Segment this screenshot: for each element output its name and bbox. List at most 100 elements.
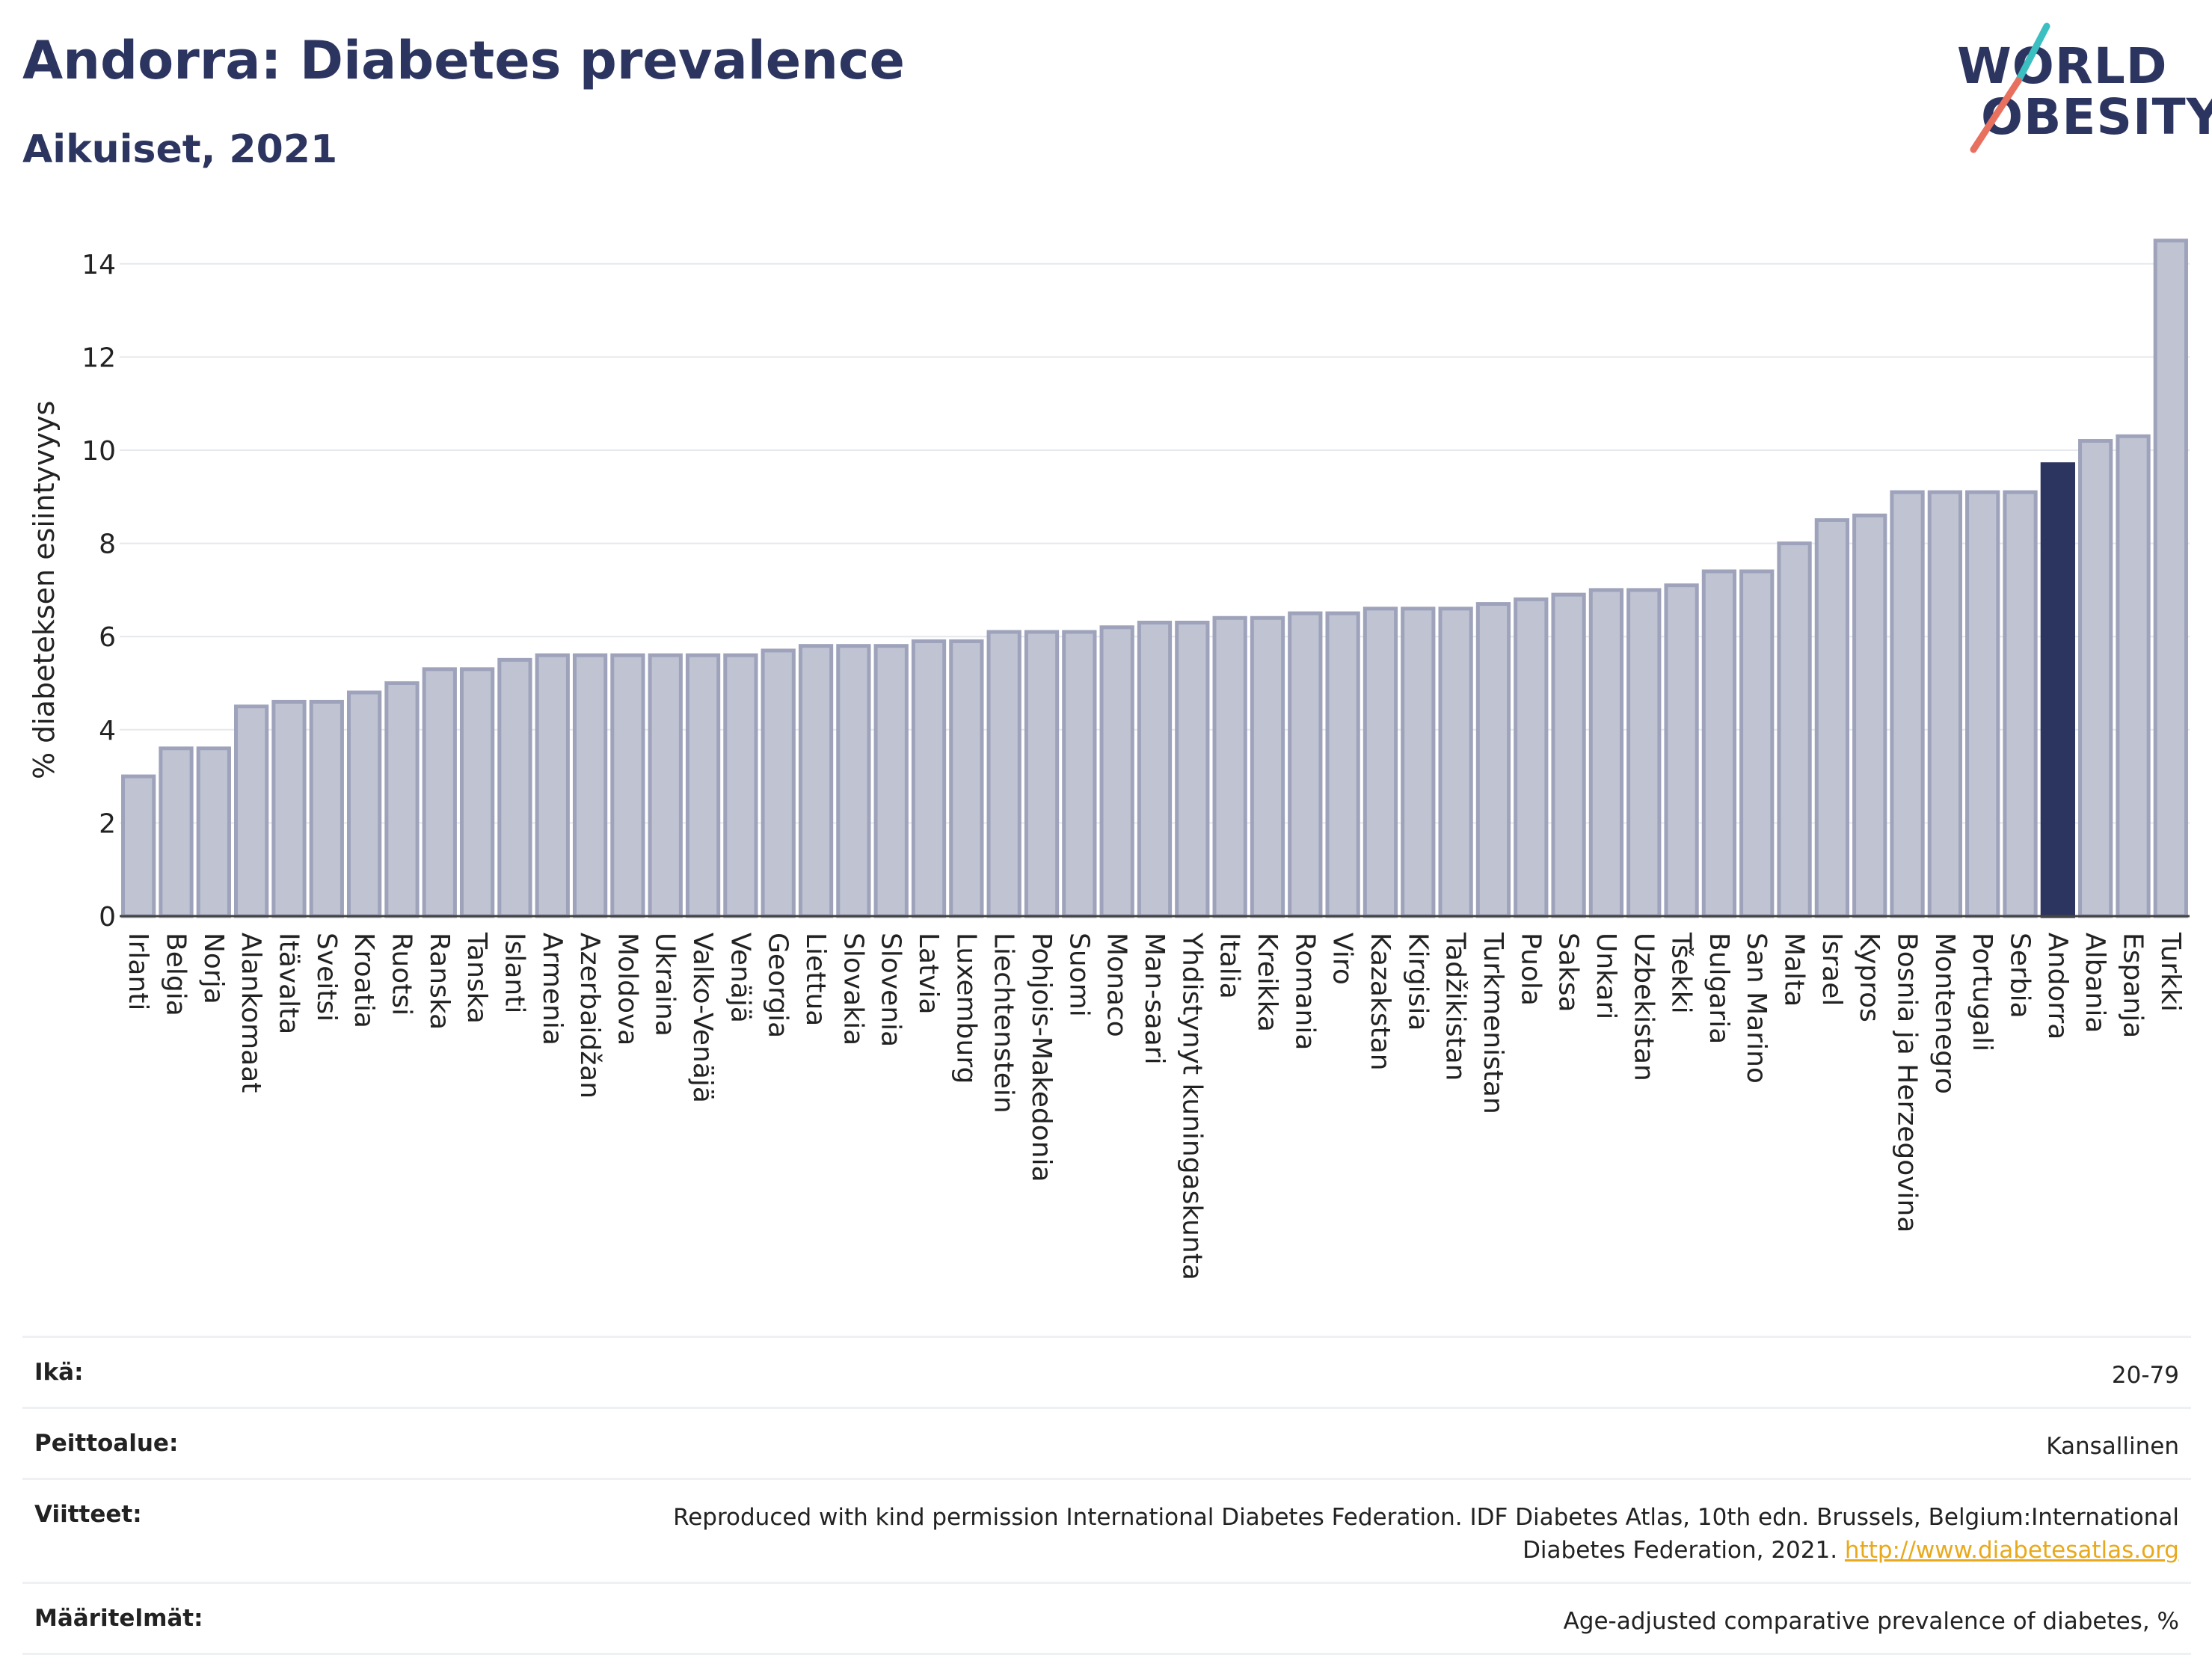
x-tick-label: Serbia	[2005, 933, 2036, 1019]
y-tick-label: 12	[82, 343, 116, 373]
info-table: Ikä: 20-79 Peittoalue: Kansallinen Viitt…	[22, 1336, 2191, 1655]
x-tick-label: Bulgaria	[1703, 933, 1734, 1044]
page-subtitle: Aikuiset, 2021	[22, 127, 338, 172]
x-tick-label: Monaco	[1102, 933, 1132, 1037]
bar-montenegro[interactable]	[1927, 490, 1963, 918]
bar-espanja[interactable]	[2116, 434, 2151, 918]
x-tick-label: Ranska	[424, 933, 455, 1030]
bar-irlanti[interactable]	[121, 774, 156, 918]
logo-slash-icon	[1970, 22, 2050, 153]
bar-alankomaat[interactable]	[234, 704, 269, 918]
bar-venäjä[interactable]	[723, 653, 758, 918]
bar-islanti[interactable]	[497, 657, 532, 918]
x-tick-label: Georgia	[763, 933, 793, 1038]
x-tick-label: Kreikka	[1252, 933, 1282, 1032]
info-value-age: 20-79	[2111, 1362, 2179, 1389]
x-tick-label: Turkmenistan	[1478, 932, 1508, 1114]
bar-valko-venäjä[interactable]	[685, 653, 721, 918]
bar-georgia[interactable]	[761, 648, 796, 918]
bar-kypros[interactable]	[1852, 513, 1887, 918]
x-tick-label: Italia	[1214, 933, 1245, 999]
info-row-age: Ikä: 20-79	[22, 1336, 2191, 1407]
bar-uzbekistan[interactable]	[1626, 588, 1662, 918]
bar-chart: 0 2 4 6 8 10 12 14 Irlanti Belgia Norja Alankomaat…	[28, 239, 2190, 1280]
x-tick-label: Espanja	[2118, 933, 2148, 1038]
bar-ruotsi[interactable]	[384, 681, 420, 918]
bar-suomi[interactable]	[1062, 630, 1097, 918]
x-tick-label: Itävalta	[273, 933, 304, 1034]
x-tick-label: Kazakstan	[1365, 933, 1395, 1071]
bar-latvia[interactable]	[911, 639, 947, 918]
bar-kreikka[interactable]	[1250, 615, 1285, 918]
bar-romania[interactable]	[1288, 611, 1323, 918]
bar-ranska[interactable]	[422, 667, 457, 918]
x-tick-label: Suomi	[1063, 933, 1094, 1017]
bar-portugali[interactable]	[1965, 490, 2000, 918]
x-tick-label: Yhdistynyt kuningaskunta	[1176, 932, 1207, 1280]
x-tick-label: Irlanti	[123, 933, 153, 1010]
x-tick-label: Norja	[198, 933, 229, 1004]
bar-turkmenistan[interactable]	[1475, 602, 1511, 918]
bar-saksa[interactable]	[1551, 592, 1586, 918]
bar-azerbaidžan[interactable]	[572, 653, 608, 918]
y-axis-label: % diabeteksen esiintyvyys	[28, 401, 61, 779]
world-obesity-logo[interactable]: WORLD OBESITY	[1948, 22, 2212, 157]
x-tick-label: Latvia	[913, 933, 944, 1015]
y-tick-label: 0	[99, 902, 116, 933]
info-row-coverage: Peittoalue: Kansallinen	[22, 1407, 2191, 1478]
x-tick-label: Romania	[1289, 933, 1320, 1050]
bar-albania[interactable]	[2078, 439, 2113, 918]
bar-kirgisia[interactable]	[1401, 607, 1436, 918]
info-row-references: Viitteet: Reproduced with kind permissio…	[22, 1478, 2191, 1582]
bar-kazakstan[interactable]	[1362, 607, 1398, 918]
x-tick-label: Sveitsi	[311, 933, 342, 1022]
bar-pohjois-makedonia[interactable]	[1024, 630, 1060, 918]
page-title: Andorra: Diabetes prevalence	[22, 30, 905, 91]
bar-tadžikistan[interactable]	[1438, 607, 1473, 918]
bar-bosnia-ja-herzegovina[interactable]	[1890, 490, 1925, 918]
x-tick-label: Bosnia ja Herzegovina	[1892, 933, 1923, 1232]
y-tick-label: 6	[99, 622, 116, 653]
bar-bulgaria[interactable]	[1701, 569, 1737, 918]
x-tick-label: Tšekki	[1666, 932, 1697, 1014]
bar-luxemburg[interactable]	[949, 639, 984, 918]
bar-italia[interactable]	[1212, 615, 1247, 918]
bar-ukraina[interactable]	[648, 653, 683, 918]
diabetes-atlas-link[interactable]: http://www.diabetesatlas.org	[1844, 1537, 2179, 1564]
bar-itävalta[interactable]	[271, 699, 307, 918]
bar-sveitsi[interactable]	[309, 699, 344, 918]
x-tick-label: Malta	[1779, 933, 1810, 1007]
bar-liettua[interactable]	[798, 644, 834, 918]
y-tick-label: 14	[82, 250, 116, 280]
y-axis-ticks: 0 2 4 6 8 10 12 14	[82, 250, 116, 933]
x-tick-label: Moldova	[612, 933, 642, 1045]
bar-liechtenstein[interactable]	[986, 630, 1021, 918]
x-tick-label: Puola	[1515, 933, 1546, 1006]
bar-viro[interactable]	[1325, 611, 1360, 918]
bar-malta[interactable]	[1777, 541, 1812, 918]
bar-israel[interactable]	[1814, 518, 1850, 918]
bar-serbia[interactable]	[2003, 490, 2038, 918]
bar-belgia[interactable]	[159, 746, 194, 918]
bar-unkari[interactable]	[1588, 588, 1624, 918]
bar-yhdistynyt-kuningaskunta[interactable]	[1175, 621, 1210, 918]
bar-turkki[interactable]	[2153, 239, 2188, 918]
x-tick-label: Liettua	[800, 933, 831, 1026]
bar-moldova[interactable]	[610, 653, 645, 918]
bar-andorra[interactable]	[2040, 462, 2075, 918]
bar-kroatia[interactable]	[346, 690, 382, 918]
x-tick-label: San Marino	[1741, 933, 1772, 1084]
bar-san-marino[interactable]	[1739, 569, 1775, 918]
bar-armenia[interactable]	[535, 653, 570, 918]
bar-slovenia[interactable]	[873, 644, 909, 918]
bar-puola[interactable]	[1514, 597, 1549, 918]
x-tick-label: Unkari	[1591, 933, 1621, 1019]
bar-monaco[interactable]	[1099, 625, 1134, 918]
bar-tšekki[interactable]	[1664, 583, 1699, 918]
bar-tanska[interactable]	[459, 667, 495, 918]
bar-norja[interactable]	[196, 746, 231, 918]
bar-man-saari[interactable]	[1137, 621, 1173, 918]
x-tick-label: Man-saari	[1139, 933, 1170, 1065]
bar-slovakia[interactable]	[836, 644, 871, 918]
y-tick-label: 4	[99, 716, 116, 746]
